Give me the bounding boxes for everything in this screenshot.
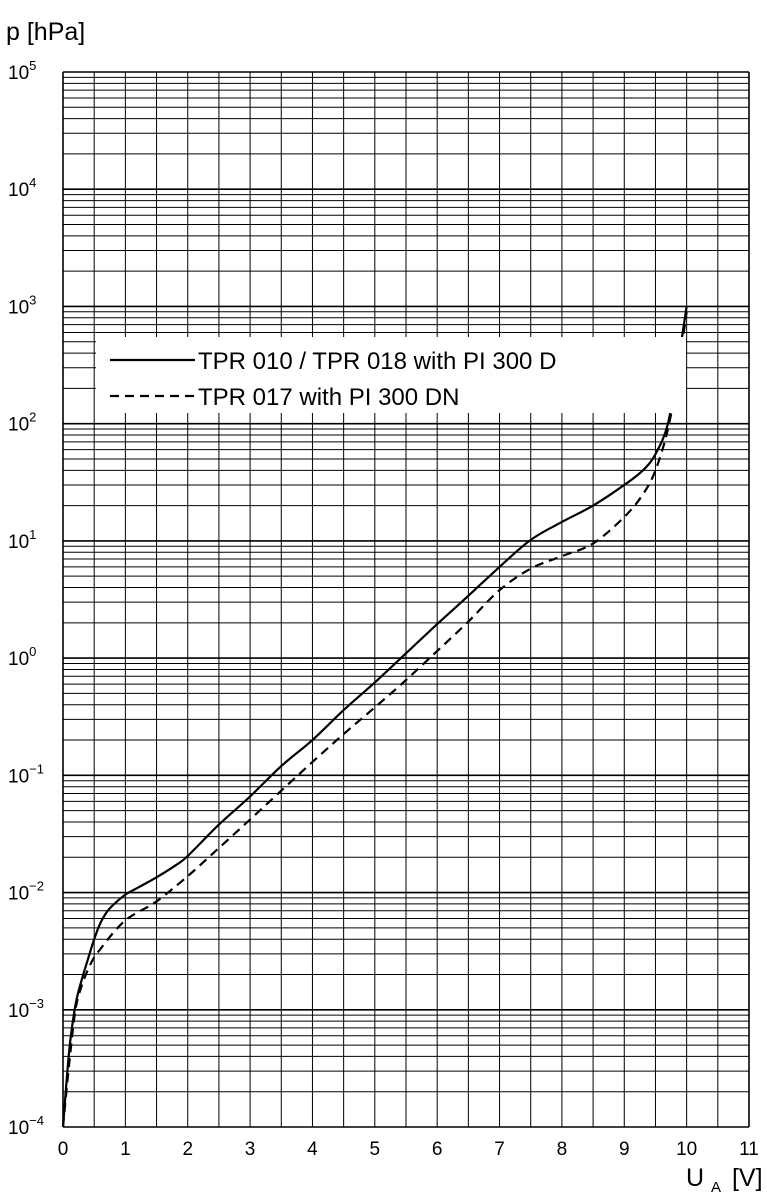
y-tick-label-exponent: −1 xyxy=(29,761,44,776)
y-tick-label-exponent: −2 xyxy=(29,879,44,894)
legend-box xyxy=(96,337,686,413)
x-tick-label: 0 xyxy=(58,1139,69,1160)
y-tick-label-exponent: 4 xyxy=(29,175,36,190)
y-tick-label-base: 10 xyxy=(8,649,29,670)
y-tick-label-base: 10 xyxy=(8,532,29,553)
x-tick-label: 5 xyxy=(370,1139,381,1160)
y-tick-label: 10−3 xyxy=(8,996,44,1022)
series-line-1 xyxy=(61,306,688,1128)
x-axis-title: U A [V] xyxy=(686,1164,763,1198)
legend-label-series-1: TPR 010 / TPR 018 with PI 300 D xyxy=(198,348,556,375)
x-axis-title-unit: [V] xyxy=(732,1164,763,1192)
x-tick-label: 2 xyxy=(182,1139,193,1160)
y-tick-label: 103 xyxy=(8,292,36,318)
y-tick-label-exponent: 5 xyxy=(29,58,36,73)
y-tick-label: 101 xyxy=(8,527,36,553)
y-tick-label: 10−2 xyxy=(8,879,44,905)
y-tick-label-base: 10 xyxy=(8,415,29,436)
y-tick-label: 102 xyxy=(8,410,36,436)
y-tick-label: 10−4 xyxy=(8,1113,44,1139)
y-tick-label-base: 10 xyxy=(8,884,29,905)
grid xyxy=(62,71,750,1128)
y-tick-label: 100 xyxy=(8,644,36,670)
y-tick-label-exponent: −4 xyxy=(29,1113,44,1128)
legend: TPR 010 / TPR 018 with PI 300 D TPR 017 … xyxy=(96,337,686,413)
y-tick-label-exponent: 3 xyxy=(29,292,36,307)
y-tick-label-exponent: −3 xyxy=(29,996,44,1011)
y-tick-label: 10−1 xyxy=(8,761,44,787)
y-tick-label-base: 10 xyxy=(8,63,29,84)
legend-label-series-2: TPR 017 with PI 300 DN xyxy=(198,384,459,411)
y-tick-label: 105 xyxy=(8,58,36,84)
y-tick-label-exponent: 0 xyxy=(29,644,36,659)
x-tick-label: 3 xyxy=(245,1139,256,1160)
x-tick-label: 8 xyxy=(557,1139,568,1160)
y-tick-label-base: 10 xyxy=(8,297,29,318)
x-tick-label: 1 xyxy=(120,1139,131,1160)
series-line-2 xyxy=(61,311,688,1128)
y-tick-label-exponent: 1 xyxy=(29,527,36,542)
x-axis-title-base: U xyxy=(686,1164,704,1192)
x-tick-label: 7 xyxy=(494,1139,505,1160)
y-tick-label-exponent: 2 xyxy=(29,410,36,425)
y-tick-label-base: 10 xyxy=(8,180,29,201)
y-tick-label-base: 10 xyxy=(8,766,29,787)
y-axis-title: p [hPa] xyxy=(6,18,85,46)
x-tick-label: 11 xyxy=(739,1139,759,1160)
x-tick-label: 6 xyxy=(432,1139,443,1160)
y-tick-label-base: 10 xyxy=(8,1001,29,1022)
x-axis-title-subscript: A xyxy=(711,1179,721,1196)
x-tick-label: 9 xyxy=(619,1139,630,1160)
tick-labels: 0 1 2 3 4 5 6 7 8 9 10 1110−410−310−210−11001011021… xyxy=(8,58,759,1160)
y-tick-label-base: 10 xyxy=(8,1118,29,1139)
x-tick-label: 4 xyxy=(307,1139,318,1160)
x-tick-label: 10 xyxy=(676,1139,697,1160)
y-tick-label: 104 xyxy=(8,175,36,201)
series-lines xyxy=(61,306,688,1128)
